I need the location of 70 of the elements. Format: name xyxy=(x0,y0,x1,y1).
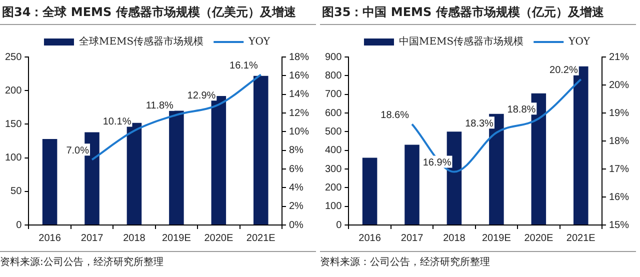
data-label: 20.2% xyxy=(550,65,578,76)
y2-tick-label: 18% xyxy=(288,52,310,63)
legend-label: YOY xyxy=(568,36,590,48)
y2-tick-label: 8% xyxy=(288,145,304,156)
y2-tick-label: 19% xyxy=(608,108,630,119)
y-tick-label: 250 xyxy=(4,52,22,63)
data-label: 10.1% xyxy=(102,116,132,128)
data-label: 18.8% xyxy=(507,104,536,116)
x-tick-label: 2019E xyxy=(162,232,192,244)
y2-tick-label: 4% xyxy=(288,182,304,194)
line-series xyxy=(411,78,582,173)
x-tick-label: 2018 xyxy=(123,232,146,244)
y2-tick-label: 18% xyxy=(608,136,630,147)
data-label: 11.8% xyxy=(146,100,174,112)
text: 资料来源:公司公告，经济研究所整理 xyxy=(0,251,316,269)
bar xyxy=(42,138,58,224)
y2-tick-label: 2% xyxy=(288,201,304,212)
y2-tick-label: 0% xyxy=(288,220,304,231)
y2-tick-label: 14% xyxy=(288,89,310,100)
line-series xyxy=(91,74,262,161)
y-tick-label: 200 xyxy=(4,85,22,96)
x-tick-label: 2020E xyxy=(204,232,234,244)
y-tick-label: 100 xyxy=(324,201,342,212)
x-tick-label: 2021E xyxy=(246,232,276,244)
y2-tick-label: 20% xyxy=(608,80,630,91)
x-tick-label: 2019E xyxy=(482,232,512,244)
data-label: 18.6% xyxy=(380,110,410,121)
y-tick-label: 100 xyxy=(4,152,22,164)
data-label: 16.9% xyxy=(422,158,452,169)
y-tick-label: 200 xyxy=(324,182,342,194)
y2-tick-label: 10% xyxy=(288,126,310,138)
x-tick-label: 2018 xyxy=(443,232,466,244)
x-tick-label: 2017 xyxy=(80,232,104,244)
data-label: 12.9% xyxy=(187,90,216,102)
y-tick-label: 0 xyxy=(336,220,342,231)
chart-title: 图35：中国 MEMS 传感器市场规模（亿元）及增速 xyxy=(320,0,636,25)
legend-label: 中国MEMS传感器市场规模 xyxy=(398,36,524,48)
chart-title: 图34：全球 MEMS 传感器市场规模（亿美元）及增速 xyxy=(0,0,316,25)
y-tick-label: 150 xyxy=(4,118,22,130)
data-label: 7.0% xyxy=(66,145,90,156)
x-tick-label: 2021E xyxy=(566,232,596,244)
x-tick-label: 2020E xyxy=(524,232,554,244)
y-tick-label: 500 xyxy=(324,126,342,138)
y-tick-label: 400 xyxy=(324,145,342,156)
bar xyxy=(169,110,184,224)
y-tick-label: 700 xyxy=(324,89,342,100)
y2-tick-label: 17% xyxy=(608,164,630,175)
x-tick-label: 2016 xyxy=(358,232,382,244)
y-tick-label: 800 xyxy=(324,70,342,82)
y2-tick-label: 6% xyxy=(288,164,304,175)
legend-label: YOY xyxy=(248,36,270,48)
bar xyxy=(253,76,268,224)
y-tick-label: 50 xyxy=(10,186,22,198)
x-tick-label: 2016 xyxy=(38,232,62,244)
data-label: 18.3% xyxy=(465,118,494,130)
y2-tick-label: 16% xyxy=(288,70,310,82)
data-label: 16.1% xyxy=(230,60,258,72)
legend-label: 全球MEMS传感器市场规模 xyxy=(78,36,204,48)
y-tick-label: 300 xyxy=(324,164,342,175)
bar xyxy=(362,158,378,224)
y2-tick-label: 15% xyxy=(608,220,630,231)
y2-tick-label: 21% xyxy=(608,52,630,63)
x-tick-label: 2017 xyxy=(400,232,424,244)
y-tick-label: 0 xyxy=(16,220,22,231)
y2-tick-label: 16% xyxy=(608,192,630,203)
text: 资料来源：公司公告，经济研究所整理 xyxy=(320,251,636,269)
bar xyxy=(404,144,420,224)
y2-tick-label: 12% xyxy=(288,108,310,119)
y-tick-label: 900 xyxy=(324,52,342,63)
y-tick-label: 600 xyxy=(324,108,342,119)
